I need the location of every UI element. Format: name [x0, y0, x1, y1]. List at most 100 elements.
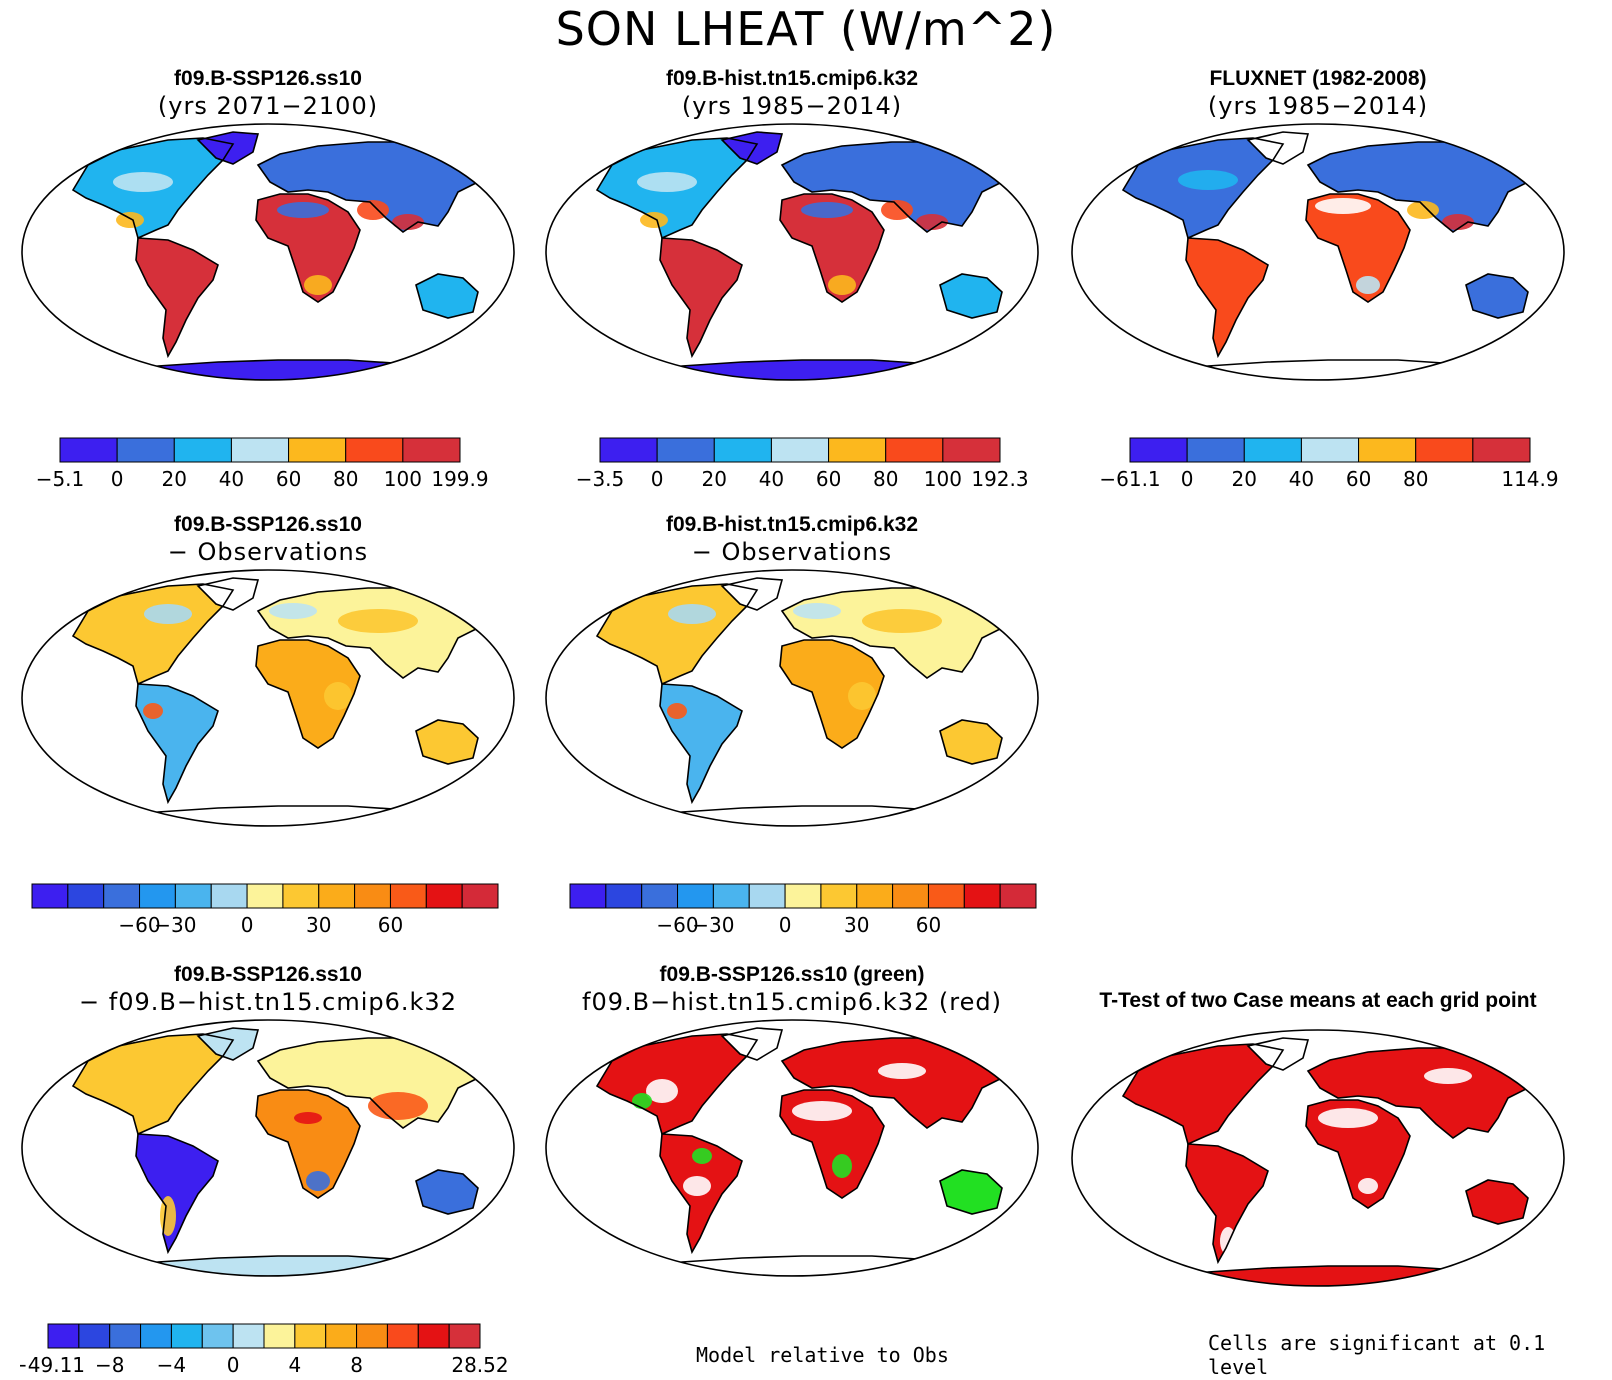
colorbar-box	[885, 437, 944, 463]
coastline-greenland	[196, 131, 260, 165]
colorbar-box	[1358, 437, 1417, 463]
panel-title: f09.B-hist.tn15.cmip6.k32	[665, 513, 919, 536]
panel-model-comparison: f09.B-SSP126.ss10 (green) f09.B−hist.tn1…	[542, 962, 1042, 1280]
field-patch	[881, 200, 913, 220]
colorbar-box	[461, 883, 499, 909]
colorbar-case-diff: −49.11 −8 −4 0 4 8 28.52	[20, 1323, 509, 1377]
map-content	[1072, 1030, 1564, 1286]
map-border	[21, 1019, 515, 1277]
region-samerica	[1186, 238, 1268, 356]
coastline-greenland	[720, 1027, 784, 1061]
colorbar-box	[1243, 437, 1302, 463]
coastline-africa	[255, 193, 361, 303]
colorbar-tick-label: 80	[1403, 467, 1428, 491]
field-patch	[792, 1101, 852, 1121]
colorbar-box	[448, 1323, 481, 1349]
map-content	[22, 124, 514, 380]
colorbar-box	[712, 883, 750, 909]
field-patch	[116, 212, 144, 228]
colorbar-box	[417, 1323, 450, 1349]
field-patch	[1178, 170, 1238, 190]
map-border	[21, 569, 515, 827]
colorbar-box	[892, 883, 929, 909]
region-samerica	[136, 238, 218, 356]
colorbar-box	[47, 1323, 80, 1349]
region-samerica	[660, 238, 742, 356]
colorbar-tick-label: −4	[157, 1353, 186, 1377]
region-australia	[416, 274, 478, 318]
colorbar-box	[232, 1323, 265, 1349]
region-namerica	[73, 584, 233, 684]
panel-title: f09.B-SSP126.ss10	[174, 963, 362, 986]
world-map	[1071, 1029, 1565, 1287]
field-patch	[113, 172, 173, 192]
panel-title: T-Test of two Case means at each grid po…	[1099, 989, 1537, 1012]
colorbar-tick-label: −3.5	[576, 467, 625, 491]
region-australia	[1466, 1180, 1528, 1224]
field-patch	[832, 1154, 852, 1178]
field-patch	[143, 703, 163, 719]
colorbar-tick-label: 80	[333, 467, 358, 491]
colorbar-tick-label: 192.3	[971, 467, 1028, 491]
colorbar-tick-label: 80	[873, 467, 898, 491]
colorbar-box	[677, 883, 714, 909]
colorbar-tick-label: 60	[378, 913, 403, 937]
colorbar-box	[246, 883, 284, 909]
coastline-namerica	[71, 137, 235, 240]
region-namerica	[73, 1034, 233, 1134]
colorbar-box	[288, 437, 347, 463]
colorbar-box	[569, 883, 607, 909]
coastline-namerica	[71, 583, 235, 686]
world-map	[545, 569, 1039, 827]
region-africa	[1306, 1100, 1410, 1208]
field-patch	[862, 609, 942, 633]
colorbar-box	[109, 1323, 142, 1349]
colorbar-box	[103, 883, 141, 909]
colorbar-tick-label: −30	[692, 913, 734, 937]
region-eurasia	[258, 588, 496, 678]
coastline-namerica	[595, 137, 759, 240]
colorbar-diff-2: −60−30 0 30 60	[569, 883, 1037, 937]
colorbar-box	[713, 437, 772, 463]
coastline-australia	[415, 1169, 479, 1215]
region-australia	[416, 720, 478, 764]
colorbar-box	[230, 437, 290, 463]
field-patch	[828, 275, 856, 295]
field-patch	[368, 1092, 428, 1120]
colorbar-tick-label: 114.9	[1501, 467, 1558, 491]
panel-subtitle: − Observations	[167, 538, 369, 566]
coastline-greenland	[196, 577, 260, 611]
colorbar-tick-label: 100	[384, 467, 422, 491]
colorbar-box	[1300, 437, 1360, 463]
colorbar-tick-label: −5.1	[36, 467, 85, 491]
field-patch	[801, 202, 853, 218]
colorbar-box	[1186, 437, 1245, 463]
colorbar-fluxnet: −61.1 0 20 40 60 80 114.9	[1100, 437, 1559, 491]
region-eurasia	[782, 1038, 1020, 1128]
colorbar-box	[425, 883, 463, 909]
colorbar-tick-label: 60	[916, 913, 941, 937]
colorbar-tick-label: 0	[651, 467, 664, 491]
field-patch	[668, 604, 716, 624]
field-patch	[1442, 214, 1474, 230]
field-patch	[667, 703, 687, 719]
coastline-australia	[939, 273, 1003, 319]
region-eurasia	[782, 142, 1020, 232]
panel-subtitle: (yrs 1985−2014)	[1207, 92, 1429, 120]
panel-subtitle: − f09.B−hist.tn15.cmip6.k32	[79, 988, 457, 1016]
field-patch	[692, 1148, 712, 1164]
region-namerica	[1123, 1044, 1283, 1144]
panel-hist-absolute: f09.B-hist.tn15.cmip6.k32 (yrs 1985−2014…	[542, 66, 1042, 384]
world-map	[21, 123, 515, 381]
colorbar-tick-label: 20	[162, 467, 187, 491]
coastline-samerica	[659, 237, 743, 359]
colorbar-tick-label: 60	[816, 467, 841, 491]
coastline-africa	[255, 1089, 361, 1199]
colorbar-box	[210, 883, 248, 909]
colorbar-tick-label: 60	[276, 467, 301, 491]
coastline-samerica	[1185, 237, 1269, 359]
colorbar-tick-label: 0	[227, 1353, 240, 1377]
panel-ssp126-minus-obs: f09.B-SSP126.ss10 − Observations	[18, 512, 518, 830]
colorbar-ssp126: −5.1 0 20 40 60 80 100 199.9	[36, 437, 489, 491]
field-patch	[392, 214, 424, 230]
